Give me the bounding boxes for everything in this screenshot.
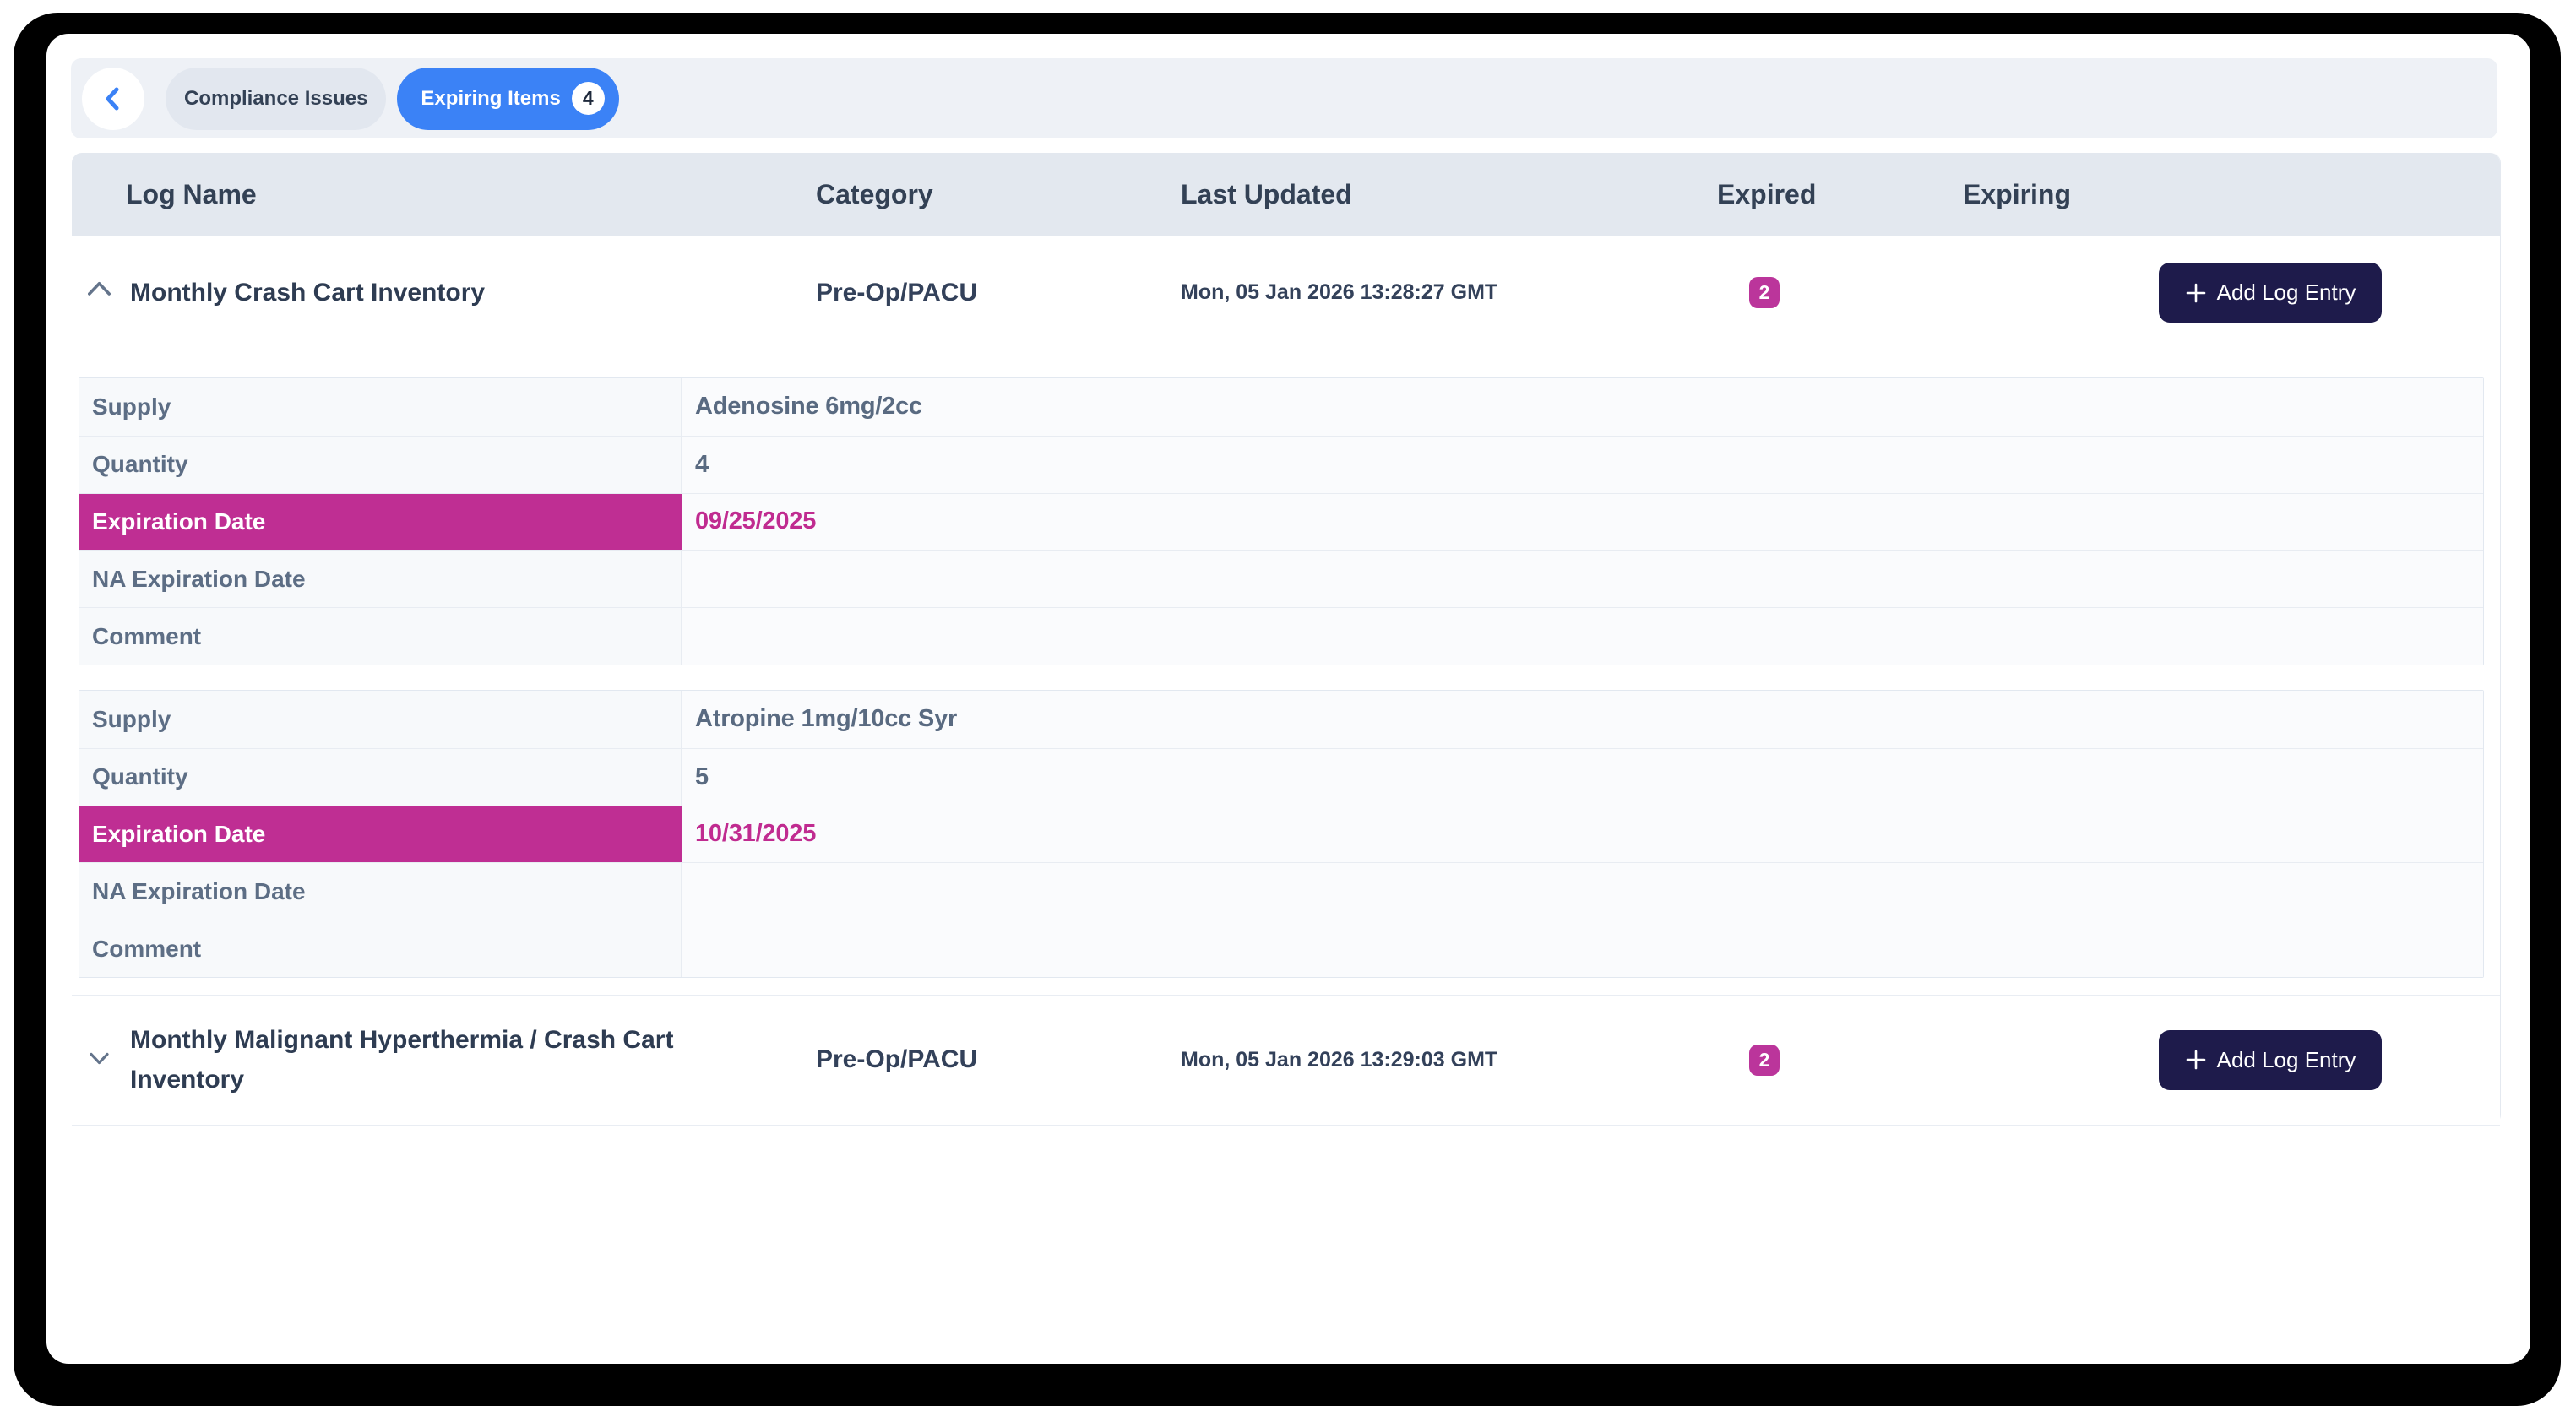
plus-icon bbox=[2186, 1050, 2205, 1070]
expired-count-badge: 2 bbox=[1749, 277, 1780, 308]
field-label: Comment bbox=[79, 920, 682, 977]
expired-count-badge: 2 bbox=[1749, 1044, 1780, 1076]
field-label: Expiration Date bbox=[79, 806, 682, 863]
column-header-expiring: Expiring bbox=[1963, 179, 2072, 209]
device-frame: Compliance Issues Expiring Items 4 Log N… bbox=[14, 13, 2561, 1406]
entry-field-row: Comment bbox=[79, 920, 2483, 977]
expiring-items-count-badge: 4 bbox=[571, 82, 605, 115]
chevron-left-icon bbox=[106, 87, 119, 110]
field-label: Comment bbox=[79, 608, 682, 665]
field-value bbox=[682, 551, 2483, 608]
field-label: NA Expiration Date bbox=[79, 551, 682, 608]
entry-field-row: Supply Adenosine 6mg/2cc bbox=[79, 378, 2483, 436]
field-value bbox=[682, 863, 2483, 920]
add-log-entry-button[interactable]: Add Log Entry bbox=[2159, 263, 2382, 323]
field-value: Adenosine 6mg/2cc bbox=[682, 378, 2483, 436]
table-body: Monthly Crash Cart Inventory Pre-Op/PACU… bbox=[72, 236, 2500, 1126]
row-separator bbox=[72, 994, 2500, 996]
expanded-log-details: Supply Adenosine 6mg/2cc Quantity 4 Expi… bbox=[72, 352, 2500, 995]
entry-field-row: Quantity 4 bbox=[79, 435, 2483, 493]
log-entry-table: Supply Atropine 1mg/10cc Syr Quantity 5 … bbox=[79, 689, 2484, 978]
add-log-entry-button[interactable]: Add Log Entry bbox=[2159, 1029, 2382, 1090]
expand-toggle[interactable] bbox=[72, 281, 126, 300]
entry-field-row: NA Expiration Date bbox=[79, 550, 2483, 608]
log-entry-table: Supply Adenosine 6mg/2cc Quantity 4 Expi… bbox=[79, 377, 2484, 665]
field-value: 4 bbox=[682, 436, 2483, 493]
field-value bbox=[682, 608, 2483, 665]
column-header-expired: Expired bbox=[1717, 179, 1817, 209]
field-value: Atropine 1mg/10cc Syr bbox=[682, 690, 2483, 748]
table-header: Log Name Category Last Updated Expired E… bbox=[72, 153, 2500, 236]
field-label: Expiration Date bbox=[79, 493, 682, 551]
column-header-log-name: Log Name bbox=[126, 179, 257, 209]
column-header-last-updated: Last Updated bbox=[1181, 179, 1352, 209]
field-label: NA Expiration Date bbox=[79, 863, 682, 920]
expired-count-cell: 2 bbox=[1717, 277, 1812, 308]
add-log-entry-label: Add Log Entry bbox=[2216, 1046, 2356, 1072]
chevron-down-icon bbox=[89, 1052, 109, 1065]
log-category: Pre-Op/PACU bbox=[816, 1045, 978, 1074]
row-separator bbox=[72, 1124, 2500, 1126]
chevron-up-icon bbox=[87, 281, 111, 296]
entry-field-row: Expiration Date 10/31/2025 bbox=[79, 805, 2483, 863]
log-name: Monthly Malignant Hyperthermia / Crash C… bbox=[130, 1026, 674, 1094]
entry-field-row: Supply Atropine 1mg/10cc Syr bbox=[79, 690, 2483, 748]
log-table: Log Name Category Last Updated Expired E… bbox=[72, 153, 2501, 1126]
toolbar: Compliance Issues Expiring Items 4 bbox=[71, 58, 2497, 138]
field-label: Quantity bbox=[79, 436, 682, 493]
entry-field-row: Comment bbox=[79, 607, 2483, 665]
entry-field-row: Expiration Date 09/25/2025 bbox=[79, 492, 2483, 551]
log-last-updated: Mon, 05 Jan 2026 13:28:27 GMT bbox=[1181, 280, 1498, 304]
log-row-main: Monthly Crash Cart Inventory Pre-Op/PACU… bbox=[72, 236, 2500, 352]
tab-label: Compliance Issues bbox=[184, 86, 368, 110]
entry-field-row: Quantity 5 bbox=[79, 747, 2483, 806]
tab-compliance-issues[interactable]: Compliance Issues bbox=[166, 67, 387, 130]
tab-label: Expiring Items bbox=[421, 86, 561, 110]
tab-expiring-items[interactable]: Expiring Items 4 bbox=[397, 67, 619, 130]
back-button[interactable] bbox=[82, 67, 144, 130]
log-last-updated: Mon, 05 Jan 2026 13:29:03 GMT bbox=[1181, 1047, 1498, 1072]
field-value: 09/25/2025 bbox=[682, 493, 2483, 551]
entry-field-row: NA Expiration Date bbox=[79, 862, 2483, 920]
log-row-main: Monthly Malignant Hyperthermia / Crash C… bbox=[72, 996, 2500, 1125]
field-value: 5 bbox=[682, 748, 2483, 806]
field-label: Supply bbox=[79, 690, 682, 748]
log-row: Monthly Malignant Hyperthermia / Crash C… bbox=[72, 995, 2500, 1125]
expired-count-cell: 2 bbox=[1717, 1044, 1812, 1076]
field-label: Quantity bbox=[79, 748, 682, 806]
log-category: Pre-Op/PACU bbox=[816, 278, 978, 307]
app-window: Compliance Issues Expiring Items 4 Log N… bbox=[46, 34, 2530, 1364]
column-header-category: Category bbox=[816, 179, 933, 209]
field-label: Supply bbox=[79, 378, 682, 436]
field-value bbox=[682, 920, 2483, 977]
expand-toggle[interactable] bbox=[72, 1052, 126, 1066]
log-row: Monthly Crash Cart Inventory Pre-Op/PACU… bbox=[72, 236, 2500, 995]
add-log-entry-label: Add Log Entry bbox=[2216, 280, 2356, 305]
log-name: Monthly Crash Cart Inventory bbox=[130, 279, 486, 307]
field-value: 10/31/2025 bbox=[682, 806, 2483, 863]
action-cell: Add Log Entry bbox=[2060, 1029, 2498, 1090]
plus-icon bbox=[2186, 283, 2205, 302]
action-cell: Add Log Entry bbox=[2060, 263, 2498, 323]
